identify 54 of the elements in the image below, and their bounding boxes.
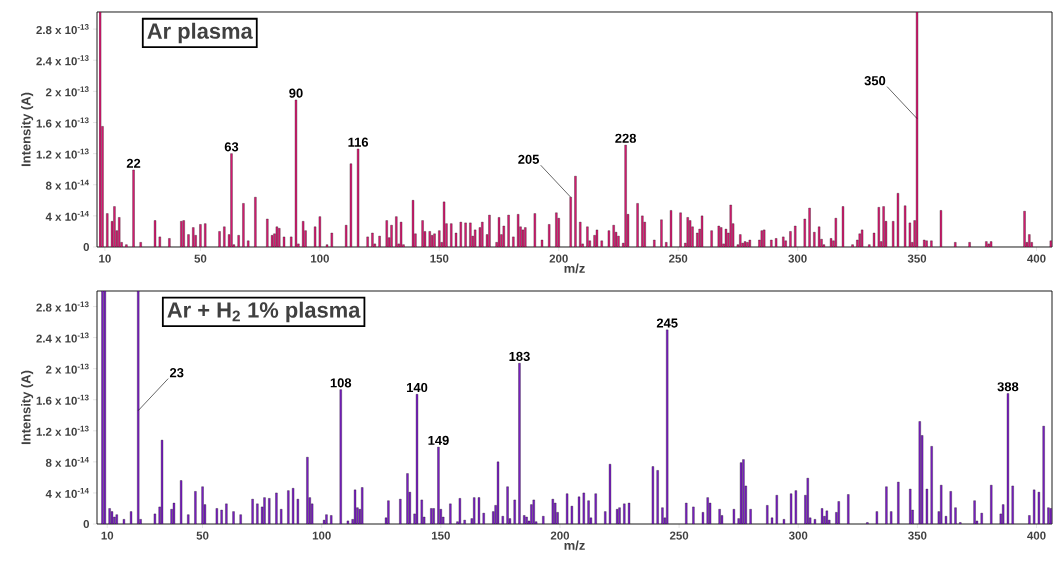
- annotation: 388: [997, 382, 1019, 392]
- annotation: 108: [330, 378, 352, 388]
- x-axis-title: m/z: [564, 263, 585, 274]
- y-tick-label: 0: [83, 242, 90, 252]
- y-axis-title: Intensity (A): [21, 92, 34, 167]
- y-tick-label: 2.4 x 10$^{-13}$: [36, 55, 89, 66]
- annotation: 183: [509, 351, 530, 362]
- annotation: 149: [428, 435, 449, 445]
- y-axis-title: Intensity (A): [21, 370, 34, 445]
- annotation: 63: [224, 142, 239, 152]
- x-tick-label: 200: [550, 531, 570, 540]
- x-tick-label: 300: [788, 531, 808, 540]
- x-tick-label: 50: [194, 254, 207, 263]
- y-tick-label: 2 x 10$^{-13}$: [45, 363, 89, 374]
- x-tick-label: 100: [311, 254, 329, 263]
- annotation: 245: [656, 318, 678, 328]
- y-tick-label: 8 x 10$^{-14}$: [45, 456, 89, 467]
- x-tick-label: 10: [101, 531, 114, 540]
- chart-title: Ar + H$_{2}$ 1% plasma: [167, 301, 361, 323]
- x-tick-label: 250: [669, 254, 688, 263]
- y-tick-label: 4 x 10$^{-14}$: [45, 487, 89, 498]
- x-tick-label: 100: [312, 531, 331, 540]
- y-tick-label: 2.4 x 10$^{-13}$: [36, 332, 89, 343]
- x-tick-label: 10: [99, 254, 111, 263]
- y-tick-label: 1.6 x 10$^{-13}$: [36, 394, 89, 405]
- annotation: 140: [407, 382, 428, 393]
- y-tick-label: 1.2 x 10$^{-13}$: [36, 425, 89, 436]
- x-tick-label: 400: [1027, 254, 1046, 263]
- y-tick-label: 4 x 10$^{-14}$: [45, 210, 89, 221]
- x-tick-label: 400: [1027, 531, 1046, 540]
- y-tick-label: 2 x 10$^{-13}$: [45, 86, 89, 97]
- x-tick-label: 150: [431, 531, 450, 540]
- annotation: 228: [615, 133, 637, 143]
- y-tick-label: 1.6 x 10$^{-13}$: [36, 117, 89, 128]
- x-tick-label: 200: [549, 254, 568, 263]
- y-tick-label: 2.8 x 10$^{-13}$: [36, 301, 89, 312]
- chart-title: Ar plasma: [147, 22, 253, 44]
- annotation: 205: [518, 154, 540, 164]
- y-tick-label: 1.2 x 10$^{-13}$: [36, 148, 89, 159]
- x-tick-label: 50: [196, 531, 209, 540]
- annotation: 350: [864, 76, 886, 86]
- y-tick-label: 0: [83, 519, 90, 529]
- y-tick-label: 2.8 x 10$^{-13}$: [36, 24, 89, 35]
- annotation: 90: [289, 88, 303, 98]
- x-tick-label: 300: [788, 254, 807, 263]
- x-tick-label: 350: [908, 531, 927, 540]
- x-tick-label: 150: [430, 254, 449, 263]
- annotation: 22: [126, 158, 141, 168]
- y-tick-label: 8 x 10$^{-14}$: [45, 179, 89, 190]
- annotation: 23: [169, 368, 184, 378]
- x-tick-label: 350: [907, 254, 927, 263]
- x-axis-title: m/z: [564, 540, 585, 551]
- annotation: 116: [348, 137, 369, 147]
- x-tick-label: 250: [669, 531, 689, 540]
